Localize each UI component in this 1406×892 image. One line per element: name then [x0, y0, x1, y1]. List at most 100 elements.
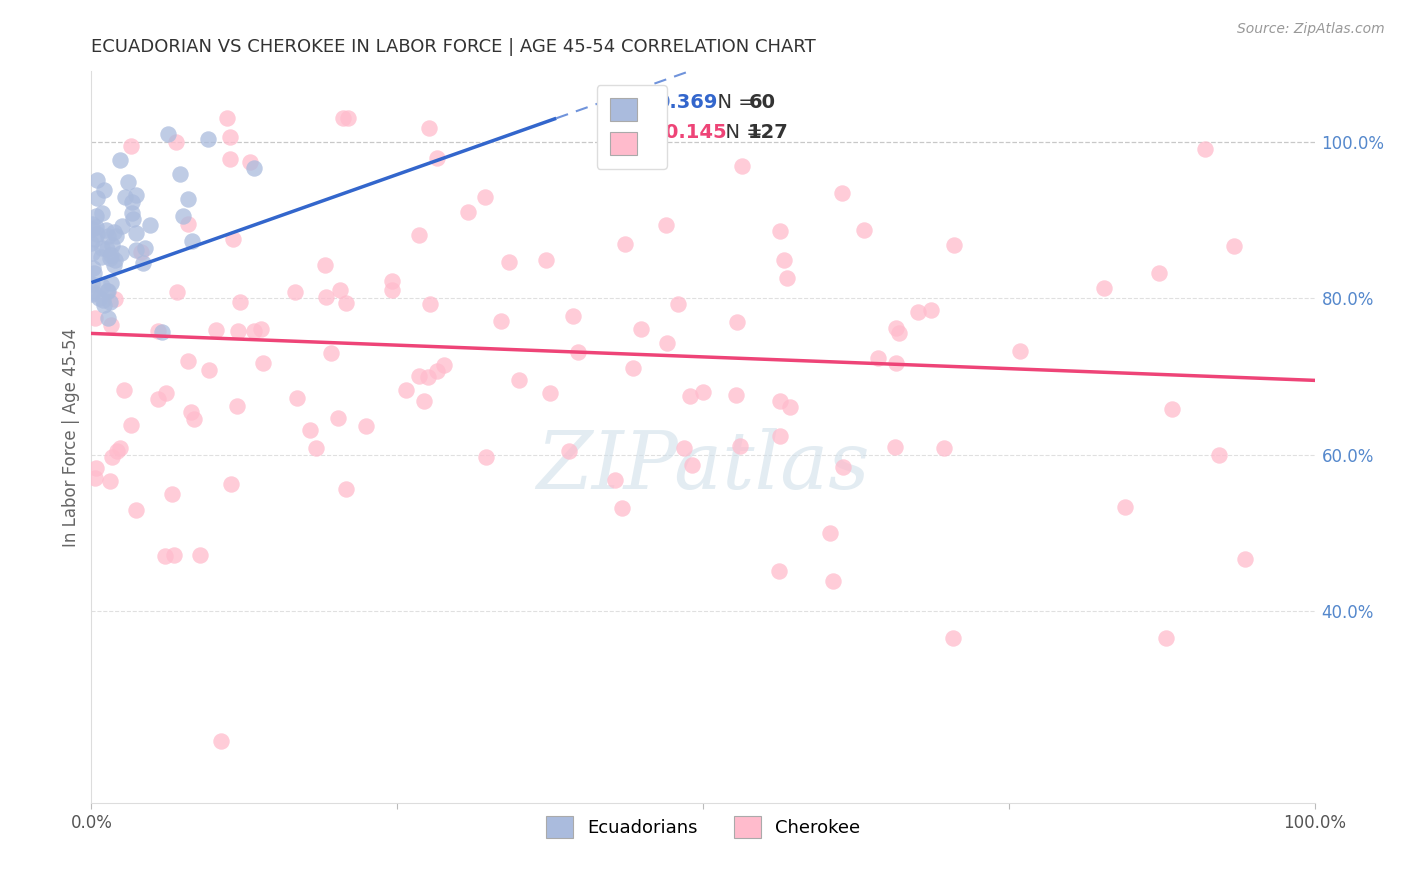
Point — [183, 412, 205, 426]
Point — [93, 298, 115, 312]
Text: ZIPatlas: ZIPatlas — [536, 427, 870, 505]
Legend: Ecuadorians, Cherokee: Ecuadorians, Cherokee — [538, 808, 868, 845]
Point — [336, 112, 359, 126]
Point — [80, 217, 103, 231]
Text: N =: N = — [713, 123, 769, 143]
Point — [426, 151, 449, 165]
Point — [474, 190, 496, 204]
Point — [121, 206, 143, 220]
Point — [932, 442, 955, 456]
Point — [1223, 238, 1246, 252]
Point — [177, 217, 200, 231]
Point — [180, 235, 202, 249]
Text: -0.145: -0.145 — [657, 123, 725, 143]
Point — [866, 351, 889, 366]
Point — [883, 440, 905, 454]
Point — [82, 287, 104, 301]
Point — [134, 241, 156, 255]
Point — [381, 283, 404, 297]
Point — [724, 388, 747, 402]
Point — [329, 283, 352, 297]
Point — [101, 450, 124, 465]
Point — [942, 238, 965, 252]
Point — [97, 310, 120, 325]
Point — [243, 161, 266, 176]
Point — [612, 500, 634, 515]
Point — [217, 112, 239, 126]
Point — [117, 175, 139, 189]
Point — [218, 129, 240, 144]
Point — [887, 326, 910, 340]
Point — [654, 218, 676, 232]
Point — [112, 383, 135, 397]
Point — [172, 209, 194, 223]
Point — [125, 503, 148, 517]
Point — [1154, 632, 1177, 646]
Point — [93, 183, 115, 197]
Point — [426, 364, 449, 378]
Point — [457, 204, 479, 219]
Point — [728, 440, 751, 454]
Point — [562, 310, 585, 324]
Point — [94, 223, 117, 237]
Point — [100, 248, 122, 262]
Point — [98, 295, 121, 310]
Point — [769, 429, 792, 443]
Text: 60: 60 — [748, 93, 775, 112]
Point — [314, 258, 336, 272]
Text: N =: N = — [706, 93, 762, 112]
Point — [84, 232, 107, 246]
Point — [205, 323, 228, 337]
Point — [769, 224, 792, 238]
Point — [114, 190, 136, 204]
Point — [853, 223, 876, 237]
Point — [1194, 142, 1216, 156]
Text: R =: R = — [621, 93, 664, 112]
Point — [86, 227, 108, 241]
Point — [408, 369, 430, 384]
Point — [100, 238, 122, 252]
Point — [86, 173, 108, 187]
Point — [679, 388, 702, 402]
Point — [831, 186, 853, 200]
Point — [558, 443, 581, 458]
Point — [132, 256, 155, 270]
Point — [166, 285, 188, 299]
Point — [489, 314, 512, 328]
Point — [613, 236, 636, 251]
Point — [100, 318, 122, 332]
Point — [108, 441, 131, 455]
Point — [83, 310, 105, 325]
Point — [252, 356, 274, 370]
Point — [418, 121, 440, 136]
Point — [315, 290, 337, 304]
Point — [1233, 552, 1256, 566]
Point — [408, 228, 430, 243]
Point — [97, 229, 120, 244]
Point — [96, 243, 118, 257]
Point — [90, 250, 112, 264]
Point — [226, 399, 249, 413]
Point — [162, 487, 184, 501]
Point — [1147, 266, 1170, 280]
Point — [884, 321, 907, 335]
Point — [188, 548, 211, 562]
Point — [105, 444, 128, 458]
Point — [150, 325, 173, 339]
Point — [209, 734, 232, 748]
Point — [1008, 344, 1031, 359]
Point — [90, 241, 112, 255]
Point — [120, 139, 142, 153]
Point — [332, 112, 354, 126]
Point — [104, 293, 127, 307]
Point — [121, 212, 143, 227]
Point — [243, 324, 266, 338]
Point — [1114, 500, 1136, 514]
Point — [657, 335, 679, 350]
Point — [90, 279, 112, 293]
Point — [198, 363, 221, 377]
Point — [219, 476, 242, 491]
Point — [125, 188, 148, 202]
Point — [82, 222, 104, 236]
Point — [884, 356, 907, 370]
